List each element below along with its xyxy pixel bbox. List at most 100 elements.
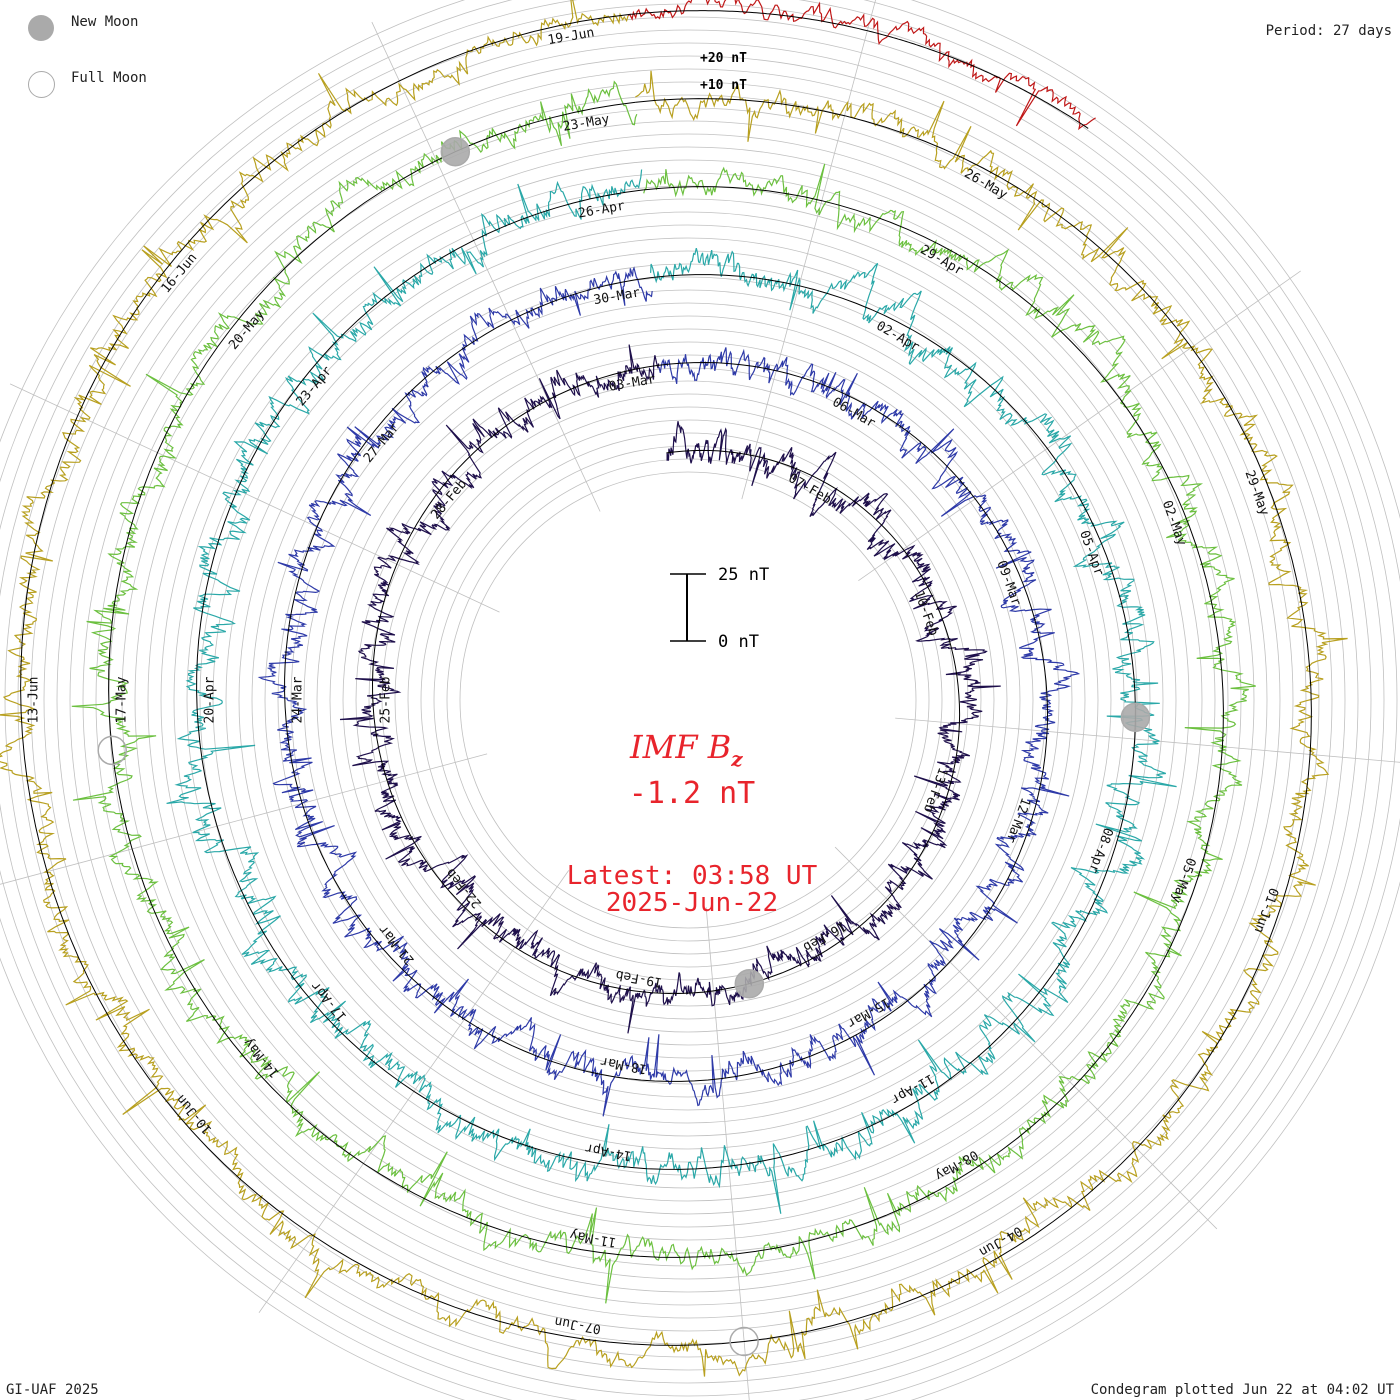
grid-circle — [212, 224, 1164, 1176]
zero-baseline-2 — [284, 277, 1049, 1082]
date-tick-label: 14-Apr — [584, 1140, 633, 1163]
grid-circle — [43, 55, 1333, 1345]
date-tick-label: 03-Mar — [608, 372, 657, 395]
grid-circle — [4, 16, 1372, 1384]
grid-circle — [277, 289, 1099, 1111]
date-tick-label: 02-Apr — [874, 319, 922, 356]
date-tick-label: 11-Apr — [888, 1070, 936, 1107]
scale-bar: 25 nT 0 nT — [670, 565, 769, 652]
grid-circle — [82, 94, 1294, 1306]
ring-scale-plus20: +20 nT — [700, 51, 747, 66]
series-trace-1 — [339, 344, 1001, 1034]
date-tick-label: 18-Mar — [599, 1053, 648, 1076]
series-trace-4 — [71, 80, 1256, 1304]
grid-circle — [407, 419, 969, 981]
date-tick-label: 07-Jun — [553, 1313, 602, 1336]
date-tick-label: 25-Feb — [379, 676, 394, 723]
zero-baseline-5 — [20, 14, 1312, 1346]
quantity-label: IMF Bz — [629, 728, 743, 771]
scale-top-label: 25 nT — [718, 565, 769, 585]
date-tick-label: 05-May — [1168, 856, 1198, 905]
current-value: -1.2 nT — [629, 776, 755, 811]
date-tick-label: 14-May — [241, 1035, 283, 1081]
series-trace-5 — [0, 0, 1348, 1377]
date-tick-label: 09-Mar — [993, 559, 1023, 608]
new-moon-marker — [734, 968, 765, 999]
date-tick-label: 23-May — [562, 112, 611, 135]
grid-circle — [160, 172, 1216, 1228]
date-tick-label: 29-May — [1242, 468, 1272, 517]
grid-circle — [186, 198, 1190, 1202]
grid-circle — [173, 185, 1203, 1215]
series-trace-3 — [166, 169, 1177, 1214]
new-moon-marker — [1120, 702, 1151, 732]
series-trace-2 — [257, 266, 1081, 1117]
date-tick-label: 23-Apr — [294, 364, 336, 410]
grid-circle — [56, 68, 1320, 1332]
grid-circle — [420, 432, 956, 968]
zero-baseline-1 — [371, 364, 961, 995]
grid-circle — [290, 302, 1086, 1098]
grid-circle — [30, 42, 1346, 1358]
sector-line — [834, 846, 1218, 1230]
full-moon-marker — [729, 1326, 759, 1357]
sector-line — [9, 383, 500, 613]
grid-circle — [355, 367, 1021, 1033]
date-tick-label: 12-Mar — [1003, 795, 1033, 844]
date-tick-label: 05-Apr — [1076, 529, 1106, 578]
date-tick-label: 21-Mar — [376, 921, 418, 967]
new-moon-marker — [440, 136, 471, 167]
ring-scale-plus10: +10 nT — [700, 78, 747, 93]
grid-circle — [121, 133, 1255, 1267]
footer-credit: GI-UAF 2025 — [6, 1382, 99, 1398]
series-trace-6 — [627, 0, 1096, 131]
date-tick-label: 13-Jun — [27, 677, 42, 724]
sector-line — [858, 270, 1301, 582]
grid-circle — [17, 29, 1359, 1371]
sector-line — [741, 0, 876, 500]
scale-bottom-label: 0 nT — [718, 632, 759, 652]
period-label: Period: 27 days — [1265, 23, 1392, 39]
date-tick-label: 10-Feb — [911, 589, 941, 638]
date-tick-label: 17-May — [115, 676, 130, 723]
grid-circle — [381, 393, 995, 1007]
series-traces — [0, 0, 1348, 1377]
sector-line — [895, 717, 1400, 763]
ring-scale-labels: +20 nT +10 nT — [700, 51, 747, 93]
grid-circle — [303, 315, 1073, 1085]
date-tick-label: 30-Mar — [592, 285, 641, 308]
center-readout: IMF Bz -1.2 nT Latest: 03:58 UT 2025-Jun… — [567, 728, 818, 918]
full-moon-label: Full Moon — [71, 70, 147, 86]
grid-circle — [368, 380, 1008, 1020]
date-tick-label: 28-Feb — [428, 477, 470, 523]
full-moon-marker — [97, 735, 127, 766]
grid-circle — [342, 354, 1034, 1046]
grid-circle — [316, 328, 1060, 1072]
zero-baseline-3 — [196, 189, 1136, 1170]
grid-circle — [264, 276, 1112, 1124]
zero-baseline-4 — [108, 101, 1224, 1258]
grid-circle — [225, 237, 1151, 1163]
grid-circle — [459, 471, 917, 929]
sector-line — [0, 753, 488, 885]
date-tick-label: 26-Apr — [577, 199, 626, 222]
date-tick-label: 20-May — [226, 307, 268, 353]
full-moon-icon — [28, 71, 55, 98]
grid-circle — [0, 3, 1385, 1397]
grid-circle — [69, 81, 1307, 1319]
date-tick-label: 24-Mar — [291, 676, 306, 723]
grid-circle — [199, 211, 1177, 1189]
date-tick-label: 20-Apr — [203, 676, 218, 723]
grid-circle — [433, 445, 943, 955]
date-tick-label: 06-Mar — [830, 395, 878, 432]
sector-line — [371, 21, 601, 512]
date-tick-label: 08-May — [932, 1146, 980, 1183]
latest-date: 2025-Jun-22 — [606, 888, 778, 918]
date-tick-label: 13-Feb — [920, 765, 950, 814]
date-tick-label: 19-Jun — [547, 25, 596, 48]
zero-baseline-6 — [627, 10, 1089, 129]
plot-timestamp: Condegram plotted Jun 22 at 04:02 UT — [1090, 1382, 1394, 1398]
latest-time: Latest: 03:58 UT — [567, 861, 818, 891]
